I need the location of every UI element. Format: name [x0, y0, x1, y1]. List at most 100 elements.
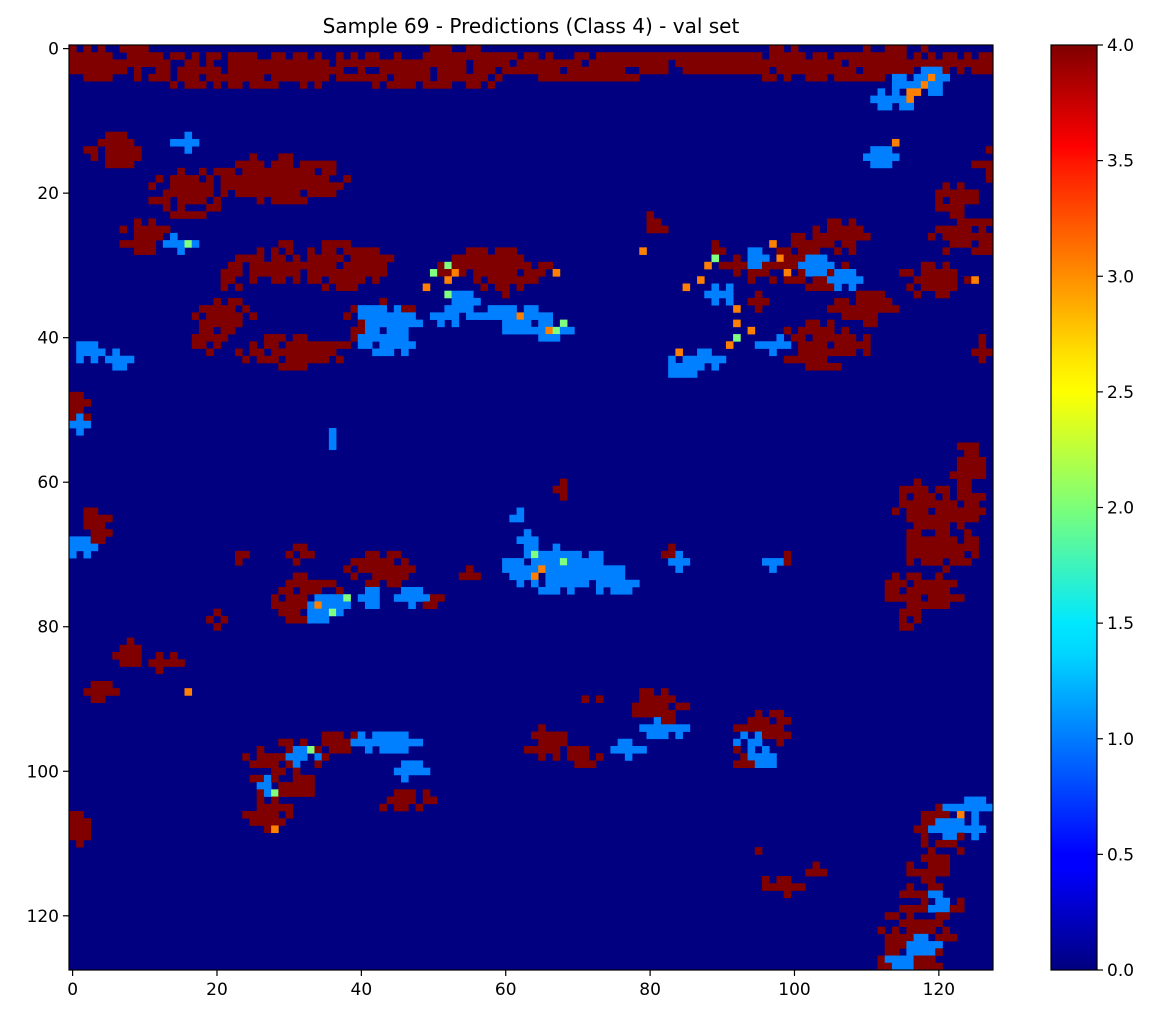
- heatmap-cell: [668, 558, 676, 566]
- heatmap-cell: [920, 521, 929, 530]
- heatmap-cell: [920, 818, 929, 826]
- heatmap-cell: [956, 189, 965, 198]
- heatmap-cell: [126, 160, 135, 169]
- heatmap-cell: [595, 59, 604, 68]
- heatmap-cell: [762, 261, 770, 270]
- colorbar-tick-label: 0.0: [1107, 961, 1134, 981]
- heatmap-cell: [249, 818, 258, 826]
- heatmap-cell: [494, 52, 503, 60]
- heatmap-cell: [733, 738, 741, 747]
- heatmap-cell: [762, 731, 770, 740]
- heatmap-cell: [494, 59, 503, 68]
- heatmap-cell: [920, 926, 929, 935]
- heatmap-cell: [300, 81, 308, 89]
- heatmap-cell: [682, 724, 691, 732]
- heatmap-cell: [935, 521, 943, 530]
- heatmap-cell: [69, 399, 77, 407]
- heatmap-cell: [776, 558, 785, 566]
- heatmap-cell: [790, 276, 799, 284]
- heatmap-cell: [437, 269, 445, 277]
- heatmap-cell: [451, 73, 460, 82]
- heatmap-cell: [516, 326, 525, 335]
- heatmap-cell: [343, 738, 351, 747]
- heatmap-cell: [956, 59, 965, 68]
- plot-frame: [68, 44, 994, 971]
- heatmap-cell: [83, 348, 92, 357]
- heatmap-cell: [516, 558, 525, 566]
- heatmap-cell: [913, 514, 922, 523]
- heatmap-cell: [971, 66, 979, 75]
- heatmap-cell: [213, 312, 221, 320]
- heatmap-cell: [105, 131, 113, 140]
- heatmap-cell: [552, 73, 561, 82]
- heatmap-cell: [646, 225, 655, 234]
- heatmap-cell: [826, 225, 835, 234]
- heatmap-cell: [798, 355, 806, 364]
- heatmap-cell: [906, 594, 914, 602]
- heatmap-cell: [336, 52, 344, 60]
- heatmap-cell: [783, 261, 792, 270]
- heatmap-cell: [711, 254, 720, 263]
- heatmap-cell: [841, 52, 849, 60]
- heatmap-cell: [841, 341, 849, 349]
- heatmap-cell: [798, 66, 806, 75]
- heatmap-cell: [69, 536, 77, 544]
- heatmap-cell: [978, 493, 987, 501]
- heatmap-cell: [668, 550, 676, 559]
- heatmap-cell: [83, 399, 92, 407]
- heatmap-cell: [942, 565, 951, 573]
- heatmap-cell: [574, 59, 582, 68]
- heatmap-cell: [357, 341, 366, 349]
- heatmap-cell: [292, 615, 301, 624]
- heatmap-cell: [285, 738, 294, 747]
- heatmap-cell: [776, 247, 785, 255]
- heatmap-cell: [884, 586, 893, 595]
- heatmap-cell: [364, 594, 373, 602]
- heatmap-cell: [372, 326, 380, 335]
- heatmap-cell: [545, 558, 554, 566]
- heatmap-cell: [271, 276, 279, 284]
- heatmap-cell: [754, 709, 763, 718]
- heatmap-cell: [314, 348, 323, 357]
- heatmap-cell: [928, 579, 936, 588]
- heatmap-cell: [249, 81, 258, 89]
- heatmap-cell: [105, 355, 113, 364]
- heatmap-cell: [595, 579, 604, 588]
- heatmap-cell: [668, 370, 676, 378]
- heatmap-cell: [928, 890, 936, 899]
- heatmap-cell: [444, 81, 452, 89]
- heatmap-cell: [870, 66, 878, 75]
- heatmap-cell: [913, 529, 922, 537]
- heatmap-cell: [220, 73, 229, 82]
- heatmap-cell: [567, 572, 575, 581]
- heatmap-cell: [321, 59, 330, 68]
- heatmap-cell: [386, 254, 395, 263]
- heatmap-cell: [754, 66, 763, 75]
- heatmap-cell: [249, 254, 258, 263]
- heatmap-cell: [964, 59, 972, 68]
- heatmap-cell: [920, 890, 929, 899]
- heatmap-cell: [278, 52, 286, 60]
- heatmap-cell: [473, 312, 481, 320]
- heatmap-cell: [978, 247, 987, 255]
- heatmap-cell: [307, 782, 315, 790]
- heatmap-cell: [928, 919, 936, 927]
- heatmap-cell: [105, 59, 113, 68]
- heatmap-cell: [184, 138, 193, 147]
- heatmap-cell: [949, 536, 958, 544]
- heatmap-cell: [956, 507, 965, 516]
- heatmap-cell: [942, 839, 951, 848]
- heatmap-cell: [249, 189, 258, 198]
- heatmap-cell: [336, 745, 344, 754]
- heatmap-cell: [336, 66, 344, 75]
- heatmap-cell: [328, 738, 337, 747]
- heatmap-cell: [249, 269, 258, 277]
- heatmap-cell: [660, 731, 669, 740]
- heatmap-cell: [235, 189, 243, 198]
- heatmap-cell: [364, 52, 373, 60]
- heatmap-cell: [913, 485, 922, 494]
- heatmap-cell: [920, 579, 929, 588]
- heatmap-cell: [133, 153, 142, 161]
- heatmap-cell: [624, 59, 633, 68]
- heatmap-cell: [148, 182, 156, 190]
